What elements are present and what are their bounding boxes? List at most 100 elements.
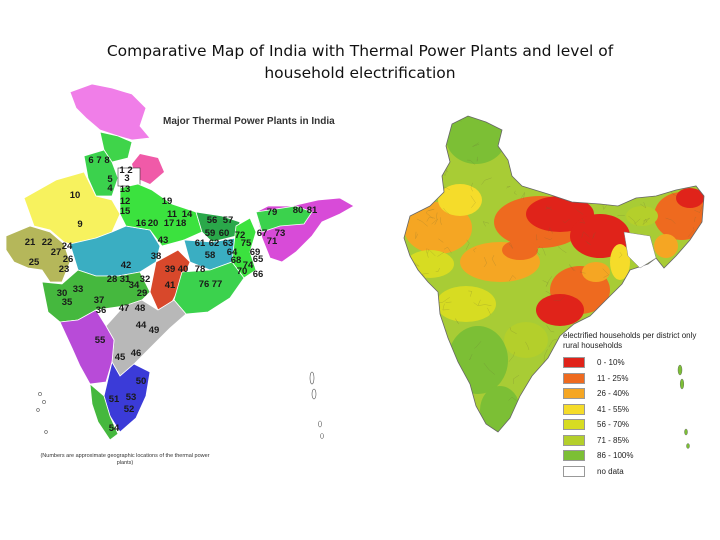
region-punjab — [83, 149, 119, 197]
plant-label: 78 — [195, 264, 206, 275]
plant-label: 64 — [227, 247, 238, 258]
plant-label: 56 — [207, 215, 218, 226]
plant-label: 62 — [209, 238, 220, 249]
plant-label: 70 — [237, 266, 248, 277]
plant-label: 76 — [199, 279, 210, 290]
plant-label: 77 — [212, 279, 223, 290]
plant-label: 8 — [104, 155, 109, 166]
region-uttar-pradesh — [119, 183, 203, 247]
plant-label: 44 — [136, 320, 147, 331]
plant-label: 52 — [124, 404, 135, 415]
legend-rows: 0 - 10% 11 - 25% 26 - 40% 41 - 55% 56 - 70% 7… — [563, 355, 713, 479]
plant-label: 30 — [57, 288, 68, 299]
plant-label: 74 — [243, 260, 254, 271]
plant-label: 23 — [59, 264, 70, 275]
legend-label: no data — [597, 466, 624, 476]
legend-swatch — [563, 419, 585, 431]
plant-label: 68 — [231, 255, 242, 266]
plant-label: 13 — [120, 184, 131, 195]
plant-label: 45 — [115, 352, 126, 363]
plant-label: 6 — [88, 155, 93, 166]
plant-label: 71 — [267, 236, 278, 247]
plant-label: 15 — [120, 206, 131, 217]
electrification-legend: electrified households per district only… — [563, 331, 713, 479]
plant-label: 14 — [182, 209, 193, 220]
plant-label: 75 — [241, 238, 252, 249]
plant-label: 42 — [121, 260, 132, 271]
plant-label: 36 — [96, 305, 107, 316]
plant-label: 11 — [167, 209, 178, 220]
plant-label: 28 — [107, 274, 118, 285]
plant-label: 34 — [129, 280, 140, 291]
plant-label: 24 — [62, 241, 73, 252]
legend-label: 26 - 40% — [597, 389, 630, 399]
plant-label: 38 — [151, 251, 162, 262]
plant-label: 50 — [136, 376, 147, 387]
plant-label: 48 — [135, 303, 146, 314]
plant-label: 58 — [205, 250, 216, 261]
plant-label: 41 — [165, 280, 176, 291]
plant-label: 3 — [124, 173, 129, 184]
region-karnataka — [59, 309, 115, 385]
plant-label: 27 — [51, 247, 62, 258]
legend-label: 56 - 70% — [597, 420, 630, 430]
legend-item: 56 - 70% — [563, 417, 713, 433]
bangladesh-gap — [623, 231, 657, 269]
plant-label: 63 — [223, 238, 234, 249]
plant-label: 32 — [140, 274, 151, 285]
plant-label: 17 — [164, 218, 175, 229]
plant-label: 47 — [119, 303, 130, 314]
legend-label: 86 - 100% — [597, 451, 634, 461]
plant-label: 79 — [267, 207, 278, 218]
plant-label: 19 — [162, 196, 173, 207]
plant-label: 29 — [137, 288, 148, 299]
legend-item: 26 - 40% — [563, 386, 713, 402]
plant-label: 60 — [219, 228, 230, 239]
plant-label: 1 — [119, 165, 125, 176]
legend-item: 41 - 55% — [563, 402, 713, 418]
legend-swatch — [563, 403, 585, 415]
plant-label: 57 — [223, 215, 234, 226]
plant-label: 72 — [235, 230, 246, 241]
plant-label: 65 — [253, 254, 264, 265]
legend-item: 0 - 10% — [563, 355, 713, 371]
plant-label: 67 — [257, 228, 268, 239]
plant-label: 26 — [63, 254, 74, 265]
plant-label: 5 — [107, 174, 113, 185]
lakshadweep-islands — [36, 392, 48, 434]
legend-swatch — [563, 450, 585, 462]
legend-item: 11 - 25% — [563, 371, 713, 387]
plant-label: 22 — [42, 237, 53, 248]
plant-label: 4 — [107, 183, 113, 194]
electrification-map — [403, 115, 705, 449]
plant-label: 20 — [148, 218, 159, 229]
plant-label: 81 — [307, 205, 318, 216]
plant-label: 31 — [120, 274, 131, 285]
plant-label: 73 — [275, 228, 286, 239]
legend-label: 11 - 25% — [597, 373, 629, 383]
legend-swatch — [563, 357, 585, 369]
plant-label: 66 — [253, 269, 264, 280]
plant-label: 69 — [250, 247, 261, 258]
plant-label: 7 — [96, 155, 101, 166]
region-kerala — [89, 383, 119, 441]
plant-label: 9 — [77, 219, 82, 230]
plant-label: 35 — [62, 297, 73, 308]
plant-label: 2 — [127, 165, 132, 176]
region-assam — [255, 205, 313, 233]
region-gujarat — [5, 225, 71, 283]
plant-label: 18 — [176, 218, 187, 229]
plant-label: 55 — [95, 335, 106, 346]
plant-label: 37 — [94, 295, 105, 306]
plant-label: 21 — [25, 237, 36, 248]
left-map-heading: Major Thermal Power Plants in India — [163, 116, 335, 127]
plant-label: 80 — [293, 205, 304, 216]
plant-label: 10 — [70, 190, 81, 201]
legend-item: no data — [563, 464, 713, 480]
page-title: Comparative Map of India with Thermal Po… — [0, 40, 720, 84]
andaman-islands — [309, 371, 324, 439]
left-map-footnote: (Numbers are approximate geographic loca… — [40, 453, 210, 466]
plant-label: 46 — [131, 348, 142, 359]
legend-swatch — [563, 434, 585, 446]
